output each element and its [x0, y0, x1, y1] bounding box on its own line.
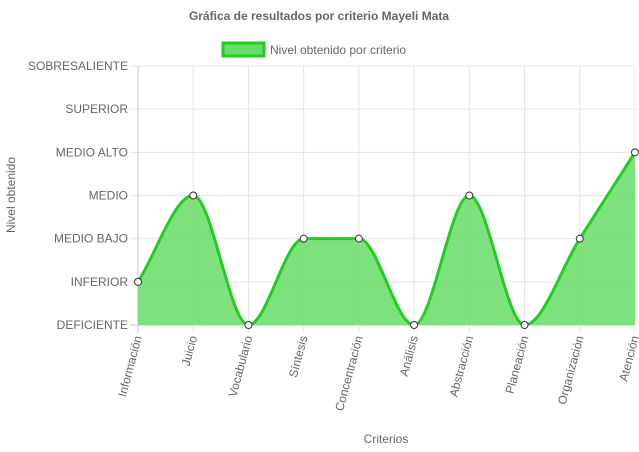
data-point[interactable]: [575, 234, 584, 243]
x-axis-title: Criterios: [364, 432, 409, 446]
series-line: [136, 151, 637, 327]
y-tick-label: INFERIOR: [71, 275, 129, 289]
data-points: [134, 148, 639, 329]
data-point[interactable]: [410, 321, 419, 329]
x-tick-label: Información: [115, 334, 145, 398]
x-tick-label: Síntesis: [286, 334, 311, 379]
legend-swatch: [221, 41, 266, 58]
y-axis-ticks: DEFICIENTE INFERIOR MEDIO BAJO MEDIO MEDIO A…: [28, 59, 128, 332]
legend[interactable]: Nivel obtenido por criterio: [221, 41, 406, 58]
data-point[interactable]: [189, 191, 198, 200]
x-tick-label: Juicio: [179, 334, 201, 368]
data-point[interactable]: [520, 321, 529, 329]
data-point[interactable]: [134, 277, 142, 286]
series-area: [136, 151, 637, 327]
y-tick-label: MEDIO ALTO: [56, 145, 128, 159]
data-point[interactable]: [631, 148, 639, 157]
chart-title: Gráfica de resultados por criterio Mayel…: [189, 9, 449, 23]
x-axis-ticks: Información Juicio Vocabulario Síntesis Conc…: [115, 334, 639, 413]
x-tick-label: Vocabulario: [226, 334, 256, 399]
y-tick-label: MEDIO BAJO: [54, 232, 128, 246]
x-tick-label: Análisis: [397, 334, 421, 378]
x-tick-label: Abstracción: [446, 334, 476, 398]
x-tick-label: Planeación: [503, 334, 532, 395]
x-tick-label: Organización: [555, 334, 587, 406]
y-tick-label: MEDIO: [89, 189, 128, 203]
data-point[interactable]: [244, 321, 253, 329]
x-tick-label: Concentración: [332, 334, 366, 412]
series-area-fill: [138, 152, 635, 325]
y-tick-label: DEFICIENTE: [57, 318, 128, 332]
y-tick-label: SUPERIOR: [65, 102, 128, 116]
y-axis-title: Nivel obtenido: [4, 157, 18, 233]
x-tick-label: Atención: [616, 334, 639, 383]
data-point[interactable]: [299, 234, 308, 243]
y-tick-label: SOBRESALIENTE: [28, 59, 128, 73]
data-point[interactable]: [465, 191, 474, 200]
legend-label: Nivel obtenido por criterio: [270, 43, 406, 57]
data-point[interactable]: [354, 234, 363, 243]
